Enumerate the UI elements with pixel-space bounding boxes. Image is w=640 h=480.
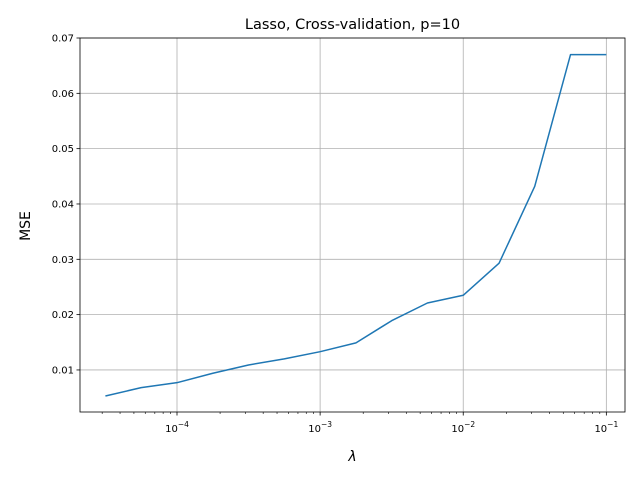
chart-title: Lasso, Cross-validation, p=10 — [245, 17, 460, 33]
y-tick-label: 0.06 — [52, 89, 74, 100]
y-tick-label: 0.01 — [52, 365, 74, 376]
x-tick-label: 10−2 — [451, 420, 475, 435]
y-tick-label: 0.04 — [52, 199, 74, 210]
y-tick-label: 0.02 — [52, 310, 74, 321]
x-tick-label: 10−3 — [308, 420, 332, 435]
plot-area: 10−4 10−3 10−2 10−1 0.01 0.02 0.03 0.04 0.05 0.06… — [52, 34, 626, 435]
y-tick-label: 0.07 — [52, 34, 74, 45]
axes-frame — [79, 37, 626, 413]
y-tick-label: 0.03 — [52, 255, 74, 266]
y-tick-label: 0.05 — [52, 144, 74, 155]
x-axis-title: λ — [347, 449, 356, 465]
x-tick-label: 10−4 — [165, 420, 189, 435]
x-tick-label: 10−1 — [594, 420, 618, 435]
y-axis-title: MSE — [18, 211, 34, 241]
